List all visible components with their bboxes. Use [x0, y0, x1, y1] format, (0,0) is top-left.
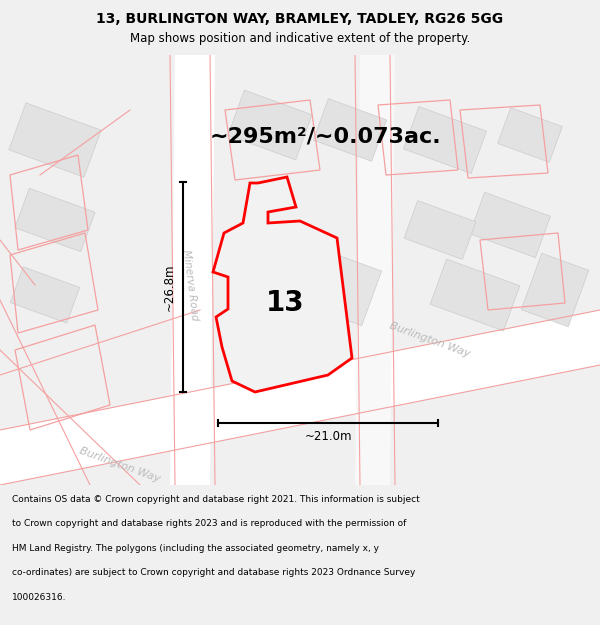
Text: to Crown copyright and database rights 2023 and is reproduced with the permissio: to Crown copyright and database rights 2…	[12, 519, 406, 528]
Text: Minerva Road: Minerva Road	[181, 249, 199, 321]
Polygon shape	[355, 55, 395, 485]
Polygon shape	[0, 310, 600, 485]
Text: Contains OS data © Crown copyright and database right 2021. This information is : Contains OS data © Crown copyright and d…	[12, 495, 420, 504]
Polygon shape	[9, 103, 101, 177]
Text: 100026316.: 100026316.	[12, 592, 67, 602]
Polygon shape	[470, 192, 550, 258]
Polygon shape	[228, 90, 312, 160]
Text: HM Land Registry. The polygons (including the associated geometry, namely x, y: HM Land Registry. The polygons (includin…	[12, 544, 379, 552]
Polygon shape	[430, 259, 520, 331]
Polygon shape	[313, 99, 386, 161]
Text: Map shows position and indicative extent of the property.: Map shows position and indicative extent…	[130, 32, 470, 45]
Polygon shape	[521, 253, 589, 327]
Polygon shape	[10, 267, 80, 323]
Text: 13, BURLINGTON WAY, BRAMLEY, TADLEY, RG26 5GG: 13, BURLINGTON WAY, BRAMLEY, TADLEY, RG2…	[97, 12, 503, 26]
Polygon shape	[289, 244, 382, 326]
Polygon shape	[403, 106, 487, 174]
Text: ~295m²/~0.073ac.: ~295m²/~0.073ac.	[210, 127, 442, 147]
Text: ~26.8m: ~26.8m	[163, 263, 176, 311]
Text: Burlington Way: Burlington Way	[78, 446, 162, 484]
Text: 13: 13	[266, 289, 304, 317]
Text: co-ordinates) are subject to Crown copyright and database rights 2023 Ordnance S: co-ordinates) are subject to Crown copyr…	[12, 568, 415, 578]
Polygon shape	[497, 107, 562, 162]
Polygon shape	[213, 177, 352, 392]
Text: ~21.0m: ~21.0m	[304, 431, 352, 444]
Polygon shape	[15, 188, 95, 252]
Polygon shape	[170, 55, 215, 485]
Polygon shape	[404, 201, 476, 259]
Text: Burlington Way: Burlington Way	[388, 321, 472, 359]
